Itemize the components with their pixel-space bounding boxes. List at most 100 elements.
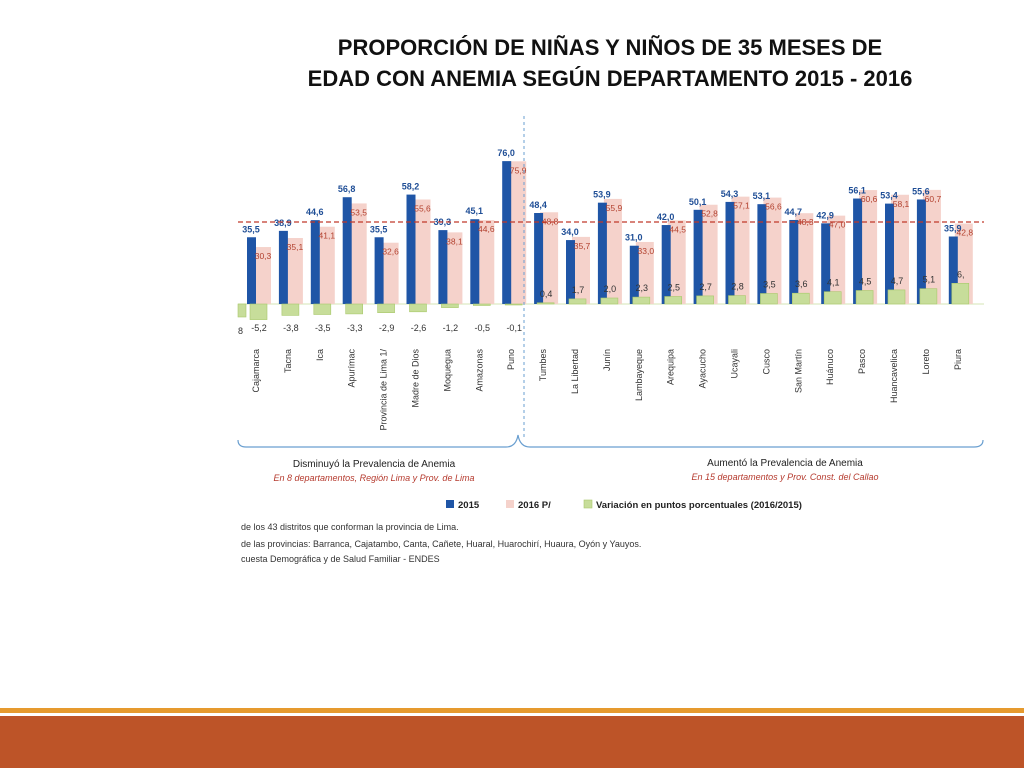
- label-variation: -1,2: [443, 323, 459, 333]
- bar-variation: [313, 303, 332, 315]
- bar-2016: [827, 215, 846, 304]
- label-2016: 30,3: [255, 251, 272, 261]
- bar-variation: [600, 297, 619, 305]
- bar-2016: [763, 197, 782, 304]
- label-2016: 53,5: [350, 207, 367, 217]
- legend-label-variation: Variación en puntos porcentuales (2016/2…: [596, 500, 802, 511]
- bar-2015: [725, 201, 735, 304]
- bar-2016: [540, 212, 559, 304]
- bar-2016: [922, 189, 941, 304]
- bar-2015: [757, 204, 767, 304]
- label-variation: 2,7: [699, 282, 712, 292]
- bar-2016: [572, 236, 590, 304]
- slide-title: PROPORCIÓN DE NIÑAS Y NIÑOS DE 35 MESES …: [230, 32, 990, 94]
- category-label: Huancavelica: [889, 349, 899, 403]
- label-2015: 42,9: [816, 210, 834, 220]
- label-2016: 41,1: [319, 231, 336, 241]
- label-2016: 57,1: [733, 201, 750, 211]
- bars-layer: [237, 161, 984, 320]
- bar-2016: [476, 220, 495, 304]
- footer-accent-rule: [0, 708, 1024, 713]
- bar-variation: [919, 288, 938, 305]
- label-2016: 60,7: [925, 194, 942, 204]
- category-label: Loreto: [921, 349, 931, 375]
- group-increase-subtitle: En 15 departamentos y Prov. Const. del C…: [692, 472, 879, 482]
- label-variation: -2,6: [411, 323, 427, 333]
- bar-2016: [699, 204, 718, 304]
- bar-2015: [885, 203, 894, 304]
- label-2015: 38,9: [274, 218, 292, 228]
- legend-label-2016: 2016 P/: [518, 500, 551, 511]
- chart-background: [238, 113, 984, 560]
- footnote-line: de las provincias: Barranca, Cajatambo, …: [241, 539, 641, 549]
- category-axis: Cajamarca Tacna Ica Apurímac Provincia de Li…: [251, 349, 963, 431]
- group-decrease-title: Disminuyó la Prevalencia de Anemia: [293, 459, 456, 470]
- label-variation: 3,5: [763, 280, 776, 290]
- label-2016: 35,7: [574, 241, 591, 251]
- label-variation: 4,5: [859, 277, 872, 287]
- bar-variation: [568, 298, 587, 305]
- category-label: Tacna: [283, 349, 293, 373]
- label-variation: 2,3: [636, 283, 649, 293]
- bar-variation: [696, 295, 714, 305]
- bar-2016: [348, 203, 367, 304]
- label-variation: -2,9: [379, 323, 395, 333]
- label-2016: 48,3: [797, 217, 814, 227]
- label-2015: 56,1: [848, 186, 866, 196]
- category-label: Apurímac: [347, 349, 357, 388]
- bar-2016: [859, 190, 878, 304]
- bar-variation: [281, 303, 300, 316]
- bar-2016: [603, 198, 622, 304]
- label-2016: 55,9: [606, 203, 623, 213]
- label-2016: 56,6: [765, 202, 782, 212]
- bar-2016: [795, 213, 814, 304]
- bar-variation: [472, 303, 491, 306]
- label-variation: -3,3: [347, 323, 363, 333]
- bar-variation: [345, 303, 364, 315]
- label-variation: 2,8: [731, 282, 744, 292]
- bar-2016: [380, 242, 399, 304]
- legend-swatch-2015: [446, 500, 454, 508]
- label-variation: -3,8: [283, 323, 299, 333]
- label-variation: -3,5: [315, 323, 331, 333]
- bar-variation: [855, 290, 874, 305]
- legend-label-2015: 2015: [458, 500, 480, 511]
- category-label: Ucayali: [730, 349, 740, 379]
- label-variation: -5,2: [251, 323, 267, 333]
- label-variation: 2,5: [667, 283, 680, 293]
- label-2015: 55,6: [912, 186, 930, 196]
- category-label: La Libertad: [570, 349, 580, 394]
- label-2016: 58,1: [893, 199, 910, 209]
- category-label: Moquegua: [442, 349, 452, 392]
- label-2016: 60,6: [861, 194, 878, 204]
- bar-2016: [667, 220, 686, 304]
- label-variation: 1,7: [572, 285, 585, 295]
- category-label: Arequipa: [666, 349, 676, 385]
- label-2016: 75,9: [510, 165, 527, 175]
- label-2015: 35,5: [242, 224, 260, 234]
- label-2016: 42,8: [957, 228, 974, 238]
- label-2016: 38,1: [446, 236, 463, 246]
- bar-variation: [377, 303, 395, 313]
- bar-variation: [504, 303, 523, 306]
- footnote-line: de los 43 distritos que conforman la pro…: [241, 522, 459, 532]
- bar-2015: [374, 237, 384, 304]
- category-label: Cusco: [761, 349, 771, 375]
- slide-title-line-1: PROPORCIÓN DE NIÑAS Y NIÑOS DE 35 MESES …: [337, 35, 883, 60]
- label-2015: 58,2: [402, 182, 420, 192]
- bar-2016: [253, 247, 271, 304]
- bar-2016: [635, 241, 654, 304]
- edge-variation-bar: [237, 303, 247, 318]
- edge-variation-label: 8: [238, 326, 243, 336]
- bar-variation: [632, 296, 651, 305]
- legend: 2015 2016 P/Variación en puntos porcentua…: [446, 499, 802, 511]
- bar-2015: [534, 213, 544, 304]
- bar-2015: [278, 230, 288, 304]
- bar-variation: [249, 303, 268, 320]
- bar-2016: [444, 232, 463, 304]
- bar-2015: [821, 223, 831, 304]
- label-2015: 35,5: [370, 224, 388, 234]
- label-2015: 31,0: [625, 233, 643, 243]
- label-2016: 44,6: [478, 224, 495, 234]
- label-2015: 56,8: [338, 184, 356, 194]
